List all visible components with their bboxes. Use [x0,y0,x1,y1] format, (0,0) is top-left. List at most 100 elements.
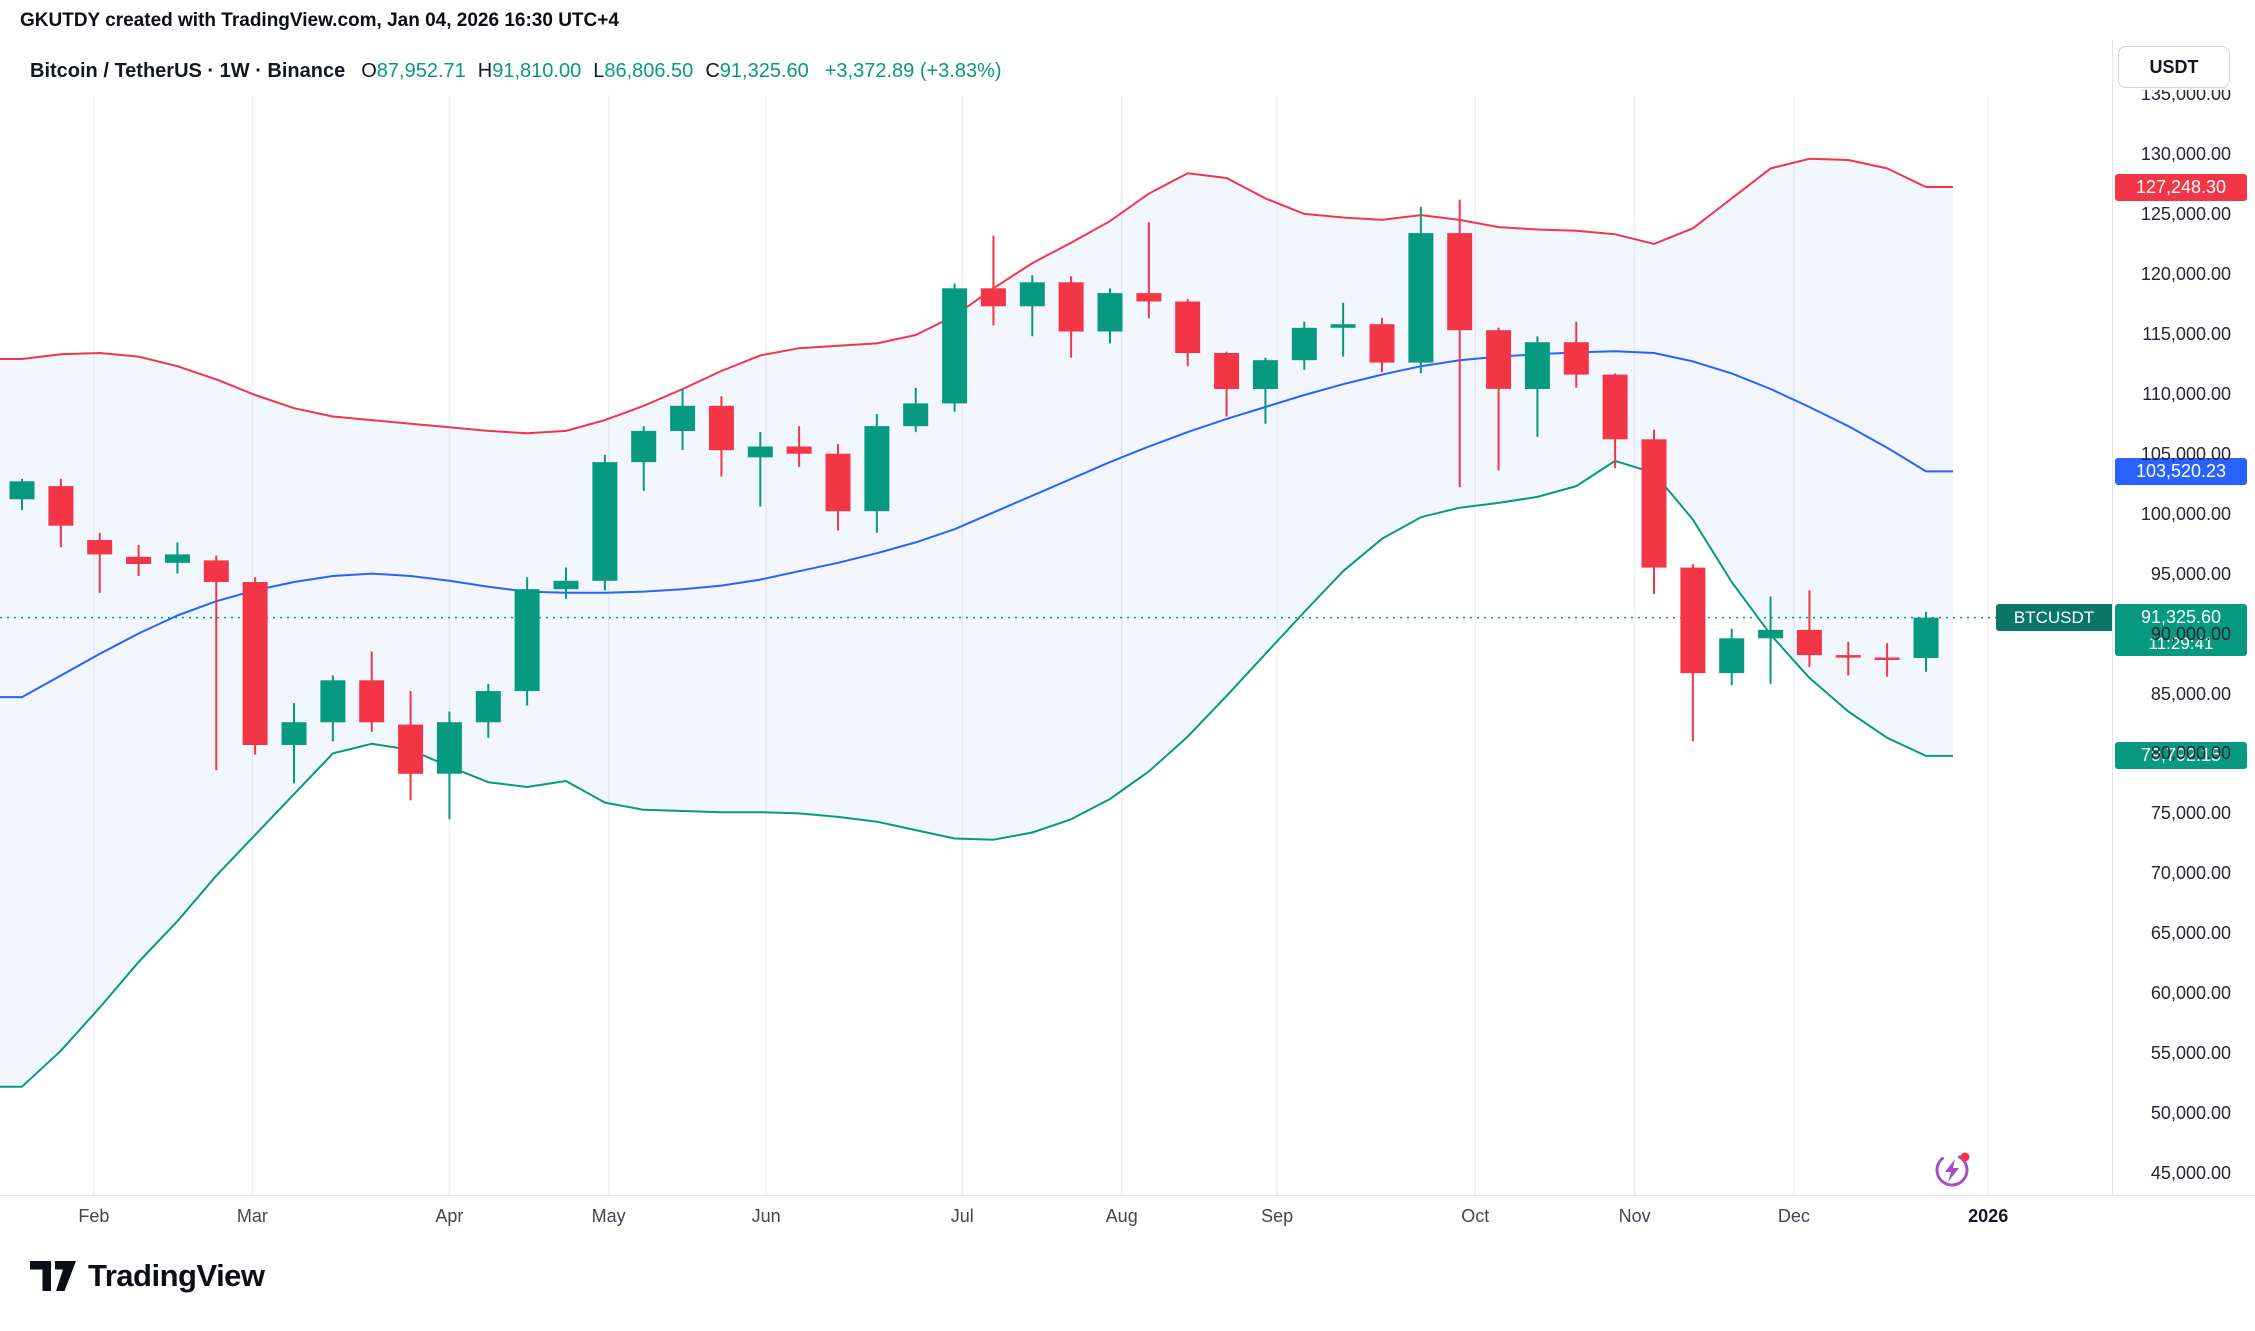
candle-body [592,462,618,581]
candle-body [903,403,929,427]
time-tick-label: Jun [751,1206,781,1226]
candle-body [1330,324,1356,328]
chart-canvas[interactable] [0,0,2112,1195]
symbol-legend[interactable]: Bitcoin / TetherUS · 1W · Binance O 87,95… [30,56,1002,86]
candle-body [359,680,385,723]
price-tick-label: 70,000.00 [2150,863,2231,884]
candle-body [475,691,501,723]
candle-body [126,556,152,564]
candle-body [864,426,890,512]
price-tick-label: 135,000.00 [2140,90,2231,105]
candle-body [1214,353,1240,389]
ohlc-label: L [593,59,605,82]
candle-body [1058,282,1084,332]
tradingview-logo-text: TradingView [88,1258,265,1293]
candle-body [1602,374,1628,440]
price-tick-label: 60,000.00 [2150,983,2231,1004]
candle-body [553,580,579,590]
candle-body [514,589,540,692]
tradingview-logo[interactable]: TradingView [30,1258,265,1294]
ohlc-label: C [705,59,720,82]
price-tick-label: 110,000.00 [2142,383,2231,404]
flash-icon[interactable] [1931,1148,1973,1190]
time-scale[interactable]: Feb Mar Apr May Jun Jul Aug Sep Oct Nov Dec 2026 [0,1196,2255,1250]
ohlc-value: 91,810.00 [492,59,582,82]
candle-body [1447,233,1473,331]
time-tick-label: Oct [1461,1206,1490,1226]
candle-body [1524,342,1550,389]
bollinger-line [0,157,1953,435]
candle-body [708,405,734,451]
price-scale[interactable]: 127,248.30 103,520.23 91,325.60 11:29:41… [2113,90,2255,1195]
price-tick-label: 105,000.00 [2140,443,2231,464]
candle-body [398,724,424,774]
candle-body [164,554,190,563]
time-tick-label: 2026 [1968,1206,2009,1226]
ohlc-value: 91,325.60 [719,59,809,82]
price-tick-label: 50,000.00 [2150,1103,2231,1124]
candle-body [825,453,851,512]
footer: TradingView [30,1258,265,1294]
candle-body [631,430,657,463]
ohlc-pair: C 91,325.60 [705,60,808,83]
last-price-badge: 91,325.60 11:29:41 [2115,604,2247,657]
ohlc-label: O [361,59,377,82]
time-tick-label: Dec [1777,1206,1810,1226]
price-tick-label: 95,000.00 [2150,563,2231,584]
candle-body [1252,360,1278,389]
candle-body [1136,293,1162,302]
price-tick-label: 85,000.00 [2150,683,2231,704]
watermark-text: GKUTDY created with TradingView.com, Jan… [20,10,619,31]
price-tick-label: 75,000.00 [2150,803,2231,824]
time-tick-label: Apr [435,1206,464,1226]
price-tick-label: 45,000.00 [2150,1163,2231,1183]
candle-body [1796,629,1822,656]
candle-body [436,722,462,774]
price-tick-label: 65,000.00 [2150,923,2231,944]
ohlc-label: H [477,59,493,82]
watermark-bar: GKUTDY created with TradingView.com, Jan… [20,10,619,32]
candle-body [786,446,812,454]
currency-toggle-button[interactable]: USDT [2118,46,2230,88]
lower-band-price-badge: 79,792.15 [2115,742,2247,770]
ohlc-values: O 87,952.71 H 91,810.00 L 86,806.50 C 91,325.60 [361,60,809,83]
candle-body [1019,282,1045,307]
candle-body [670,405,696,431]
time-tick-label: Sep [1261,1206,1294,1226]
candle-body [1408,233,1434,363]
ohlc-pair: H 91,810.00 [478,60,581,83]
candle-body [1291,327,1317,361]
price-tick-label: 120,000.00 [2140,263,2231,284]
candle-body [203,560,229,582]
candle-body [1719,638,1745,674]
candle-body [1369,324,1395,363]
time-tick-label: May [591,1206,626,1226]
candle-body [87,540,113,555]
time-tick-label: Jul [950,1206,974,1226]
candle-body [1563,342,1589,375]
price-tick-label: 80,000.00 [2150,743,2231,764]
change-value: +3,372.89 (+3.83%) [824,59,1002,82]
bollinger-line [0,350,1953,699]
candle-body [1641,439,1667,568]
tradingview-logo-mark [30,1261,76,1291]
candle-body [320,680,346,723]
symbol-price-label: BTCUSDT [1996,604,2112,632]
bar-countdown: 11:29:41 [2115,631,2247,657]
price-tick-label: 130,000.00 [2140,144,2231,164]
candle-body [242,582,268,745]
time-tick-label: Feb [78,1206,110,1226]
sma-price-badge: 103,520.23 [2115,457,2247,485]
candle-body [1835,655,1861,658]
candle-body [1758,629,1784,639]
bollinger-line [0,459,1953,1088]
last-price-value: 91,325.60 [2115,604,2247,632]
candle-body [9,481,35,500]
price-tick-label: 55,000.00 [2150,1043,2231,1064]
candle-body [980,288,1006,307]
price-tick-label: 125,000.00 [2140,203,2231,224]
candle-body [1874,657,1900,660]
symbol-title[interactable]: Bitcoin / TetherUS · 1W · Binance [30,59,346,82]
time-tick-label: Mar [236,1206,268,1226]
